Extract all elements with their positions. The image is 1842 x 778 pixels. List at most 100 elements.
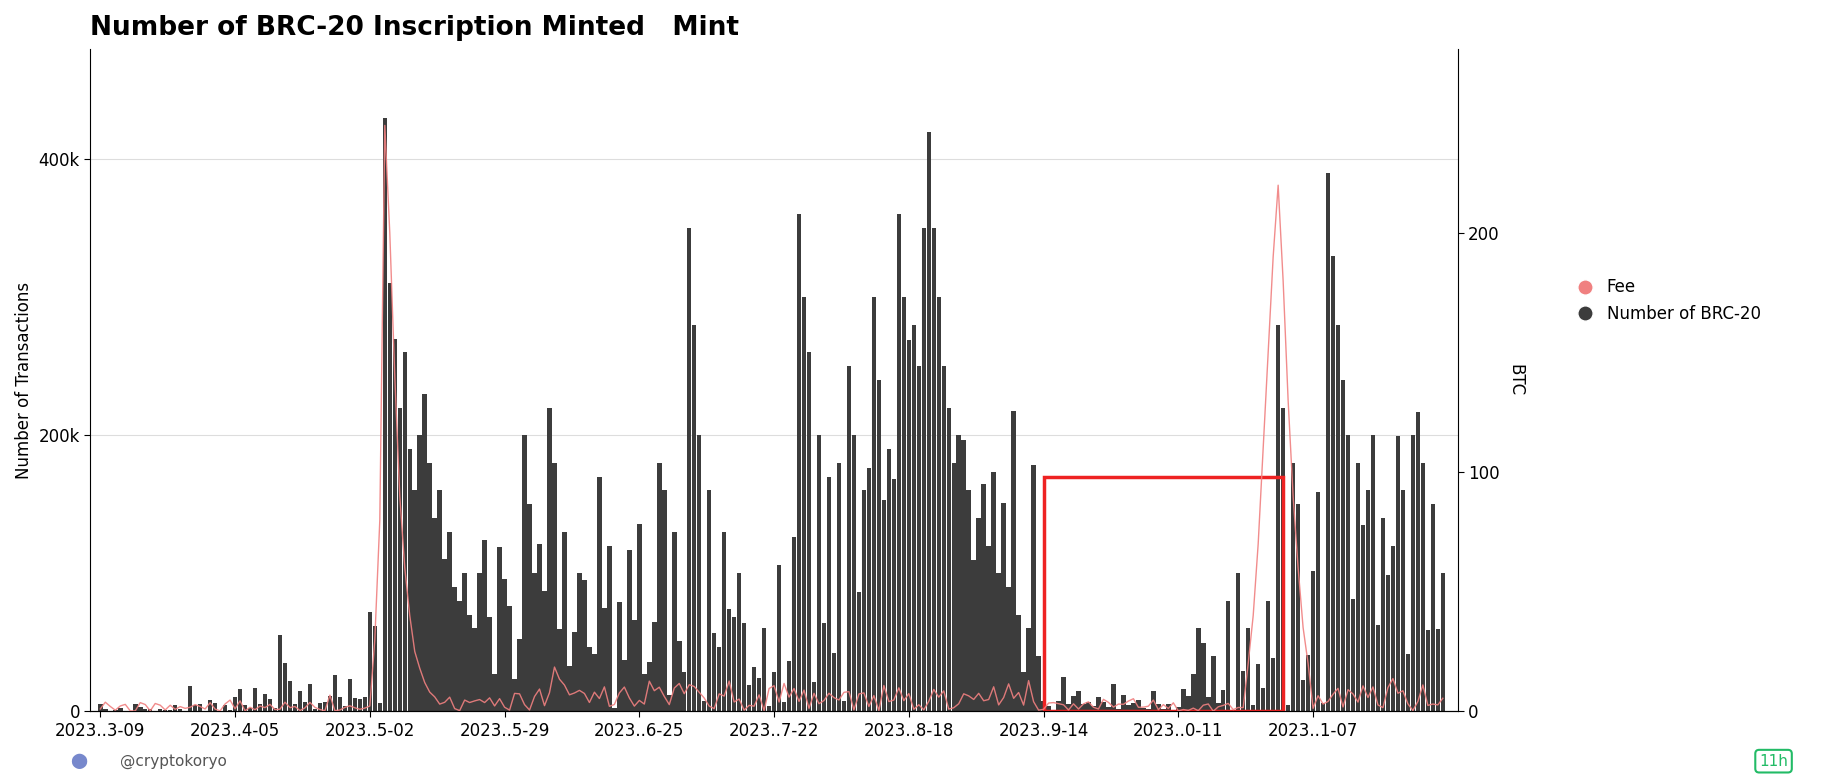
Bar	[1146, 709, 1151, 711]
Bar	[518, 640, 521, 711]
Bar	[941, 366, 947, 711]
Bar	[392, 338, 398, 711]
Bar	[947, 408, 950, 711]
Bar	[877, 380, 880, 711]
Bar	[197, 704, 203, 711]
Bar	[1160, 709, 1166, 711]
Bar	[816, 435, 822, 711]
Bar	[287, 681, 293, 711]
Bar	[952, 463, 956, 711]
Bar	[1227, 601, 1230, 711]
Bar	[1356, 463, 1359, 711]
Bar	[418, 435, 422, 711]
Bar	[731, 617, 737, 711]
Bar	[717, 647, 722, 711]
Bar	[214, 703, 217, 711]
Bar	[812, 682, 816, 711]
Bar	[333, 675, 337, 711]
Bar	[737, 573, 740, 711]
Bar	[766, 706, 772, 711]
Bar	[1370, 435, 1376, 711]
Bar	[372, 626, 378, 711]
Bar	[1041, 701, 1046, 711]
Bar	[1330, 256, 1335, 711]
Bar	[523, 435, 527, 711]
Bar	[781, 703, 787, 711]
Bar	[906, 340, 912, 711]
Bar	[997, 573, 1000, 711]
Bar	[807, 352, 810, 711]
Bar	[138, 707, 142, 711]
Bar	[1242, 671, 1245, 711]
Bar	[728, 608, 731, 711]
Bar	[787, 661, 792, 711]
Bar	[582, 580, 586, 711]
Bar	[263, 694, 267, 711]
Bar	[553, 463, 556, 711]
Bar	[1297, 504, 1300, 711]
Bar	[967, 490, 971, 711]
Bar	[1131, 703, 1137, 711]
Bar	[243, 705, 247, 711]
Bar	[1026, 629, 1032, 711]
Bar	[512, 679, 518, 711]
Bar	[562, 532, 567, 711]
Bar	[383, 118, 387, 711]
Bar	[313, 709, 317, 711]
Bar	[293, 704, 297, 711]
Bar	[112, 710, 118, 711]
Bar	[168, 710, 173, 711]
Bar	[742, 622, 746, 711]
Bar	[258, 704, 262, 711]
Bar	[249, 709, 252, 711]
Bar	[1090, 706, 1096, 711]
Bar	[1032, 465, 1035, 711]
Bar	[118, 708, 123, 711]
Bar	[1361, 525, 1365, 711]
Bar	[1107, 707, 1111, 711]
Bar	[1382, 518, 1385, 711]
Bar	[693, 325, 696, 711]
Bar	[647, 662, 652, 711]
Bar	[746, 685, 752, 711]
Bar	[801, 297, 807, 711]
Bar	[1046, 706, 1050, 711]
Bar	[713, 633, 717, 711]
Bar	[147, 709, 153, 711]
Bar	[1076, 691, 1081, 711]
Bar	[357, 699, 363, 711]
Bar	[1236, 573, 1240, 711]
Bar	[617, 601, 621, 711]
Bar	[1181, 689, 1186, 711]
Bar	[1251, 705, 1256, 711]
Bar	[1411, 435, 1415, 711]
Bar	[1192, 675, 1195, 711]
Bar	[298, 691, 302, 711]
Bar	[976, 518, 982, 711]
Bar	[477, 573, 483, 711]
Bar	[1201, 643, 1205, 711]
Bar	[1067, 704, 1070, 711]
Bar	[1081, 703, 1085, 711]
Bar	[833, 653, 836, 711]
Bar	[912, 325, 915, 711]
Bar	[1002, 503, 1006, 711]
Bar	[1315, 492, 1321, 711]
Bar	[1280, 408, 1286, 711]
Bar	[971, 560, 976, 711]
Y-axis label: Number of Transactions: Number of Transactions	[15, 282, 33, 478]
Bar	[1142, 708, 1146, 711]
Bar	[862, 490, 866, 711]
Bar	[1335, 325, 1341, 711]
Bar	[1396, 436, 1400, 711]
Bar	[1116, 709, 1120, 711]
Bar	[1172, 710, 1175, 711]
Bar	[1072, 696, 1076, 711]
Bar	[1312, 571, 1315, 711]
Bar	[337, 697, 343, 711]
Bar	[302, 703, 308, 711]
Bar	[422, 394, 427, 711]
Bar	[352, 698, 357, 711]
Bar	[223, 705, 227, 711]
Bar	[442, 559, 448, 711]
